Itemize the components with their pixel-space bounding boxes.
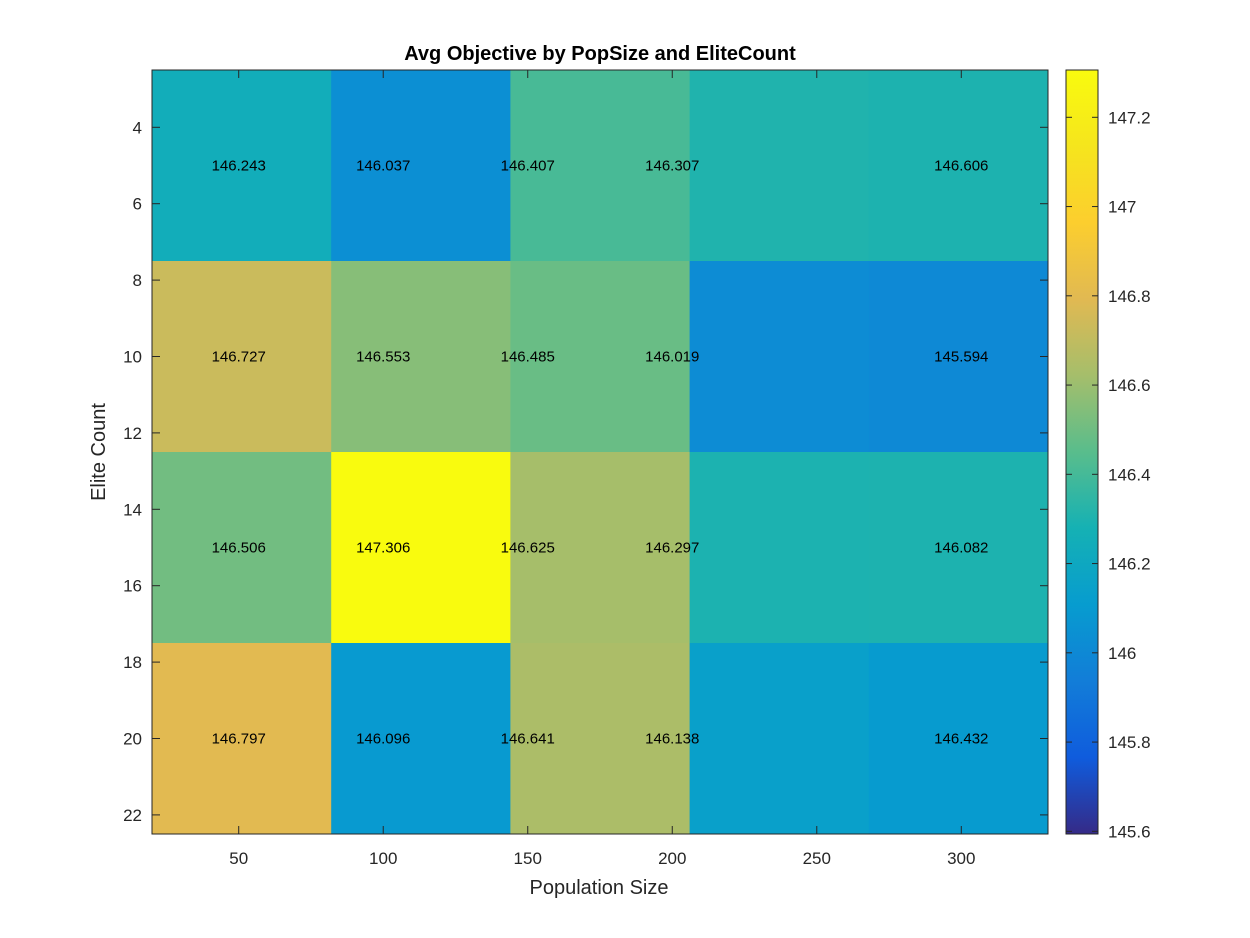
cell-value-label: 146.432 [934,731,988,748]
cell-value-label: 145.594 [934,349,988,366]
y-tick-label: 14 [123,500,142,519]
colorbar: 145.6 145.8 146 146.2 146.4 146.6 146.8 147 147.… [1065,69,1151,841]
cell-value-label: 146.096 [356,731,410,748]
heatmap-cells [152,70,1049,835]
x-axis-label: Population Size [530,877,669,899]
cell-value-label: 146.037 [356,158,410,175]
heatmap-cell [152,452,332,644]
heatmap-cell [689,70,870,262]
y-tick-label: 22 [123,806,142,825]
colorbar-frame [1065,69,1099,835]
y-tick-label: 16 [123,577,142,596]
y-tick-label: 10 [123,348,142,367]
colorbar-tick-label: 146.6 [1108,376,1151,395]
plot-frame [151,69,1049,835]
heatmap-cell [689,643,870,835]
heatmap-cell [152,70,332,262]
heatmap-cell [331,643,511,835]
y-axis-label: Elite Count [88,403,110,501]
x-axis-ticks: 50 100 150 200 250 300 [229,70,975,868]
heatmap-cell [868,643,1049,835]
cell-value-label: 146.641 [501,731,555,748]
colorbar-tick-label: 146.2 [1108,555,1151,574]
y-tick-label: 6 [133,195,142,214]
heatmap-cell [510,261,691,453]
cell-value-label: 146.307 [645,158,699,175]
x-tick-label: 300 [947,849,975,868]
cell-value-label: 146.407 [501,158,555,175]
cell-value-label: 146.082 [934,540,988,557]
chart-title: Avg Objective by PopSize and EliteCount [404,43,796,65]
heatmap-cell [510,452,691,644]
colorbar-tick-label: 146.8 [1108,287,1151,306]
y-axis-ticks: 4 6 8 10 12 14 16 18 20 22 [123,118,1048,825]
y-tick-label: 20 [123,730,142,749]
heatmap-cell [689,452,870,644]
colorbar-tick-label: 146.4 [1108,465,1151,484]
heatmap-cell [868,452,1049,644]
colorbar-tick-label: 147.2 [1108,108,1151,127]
colorbar-tick-label: 147 [1108,198,1136,217]
cell-value-label: 146.485 [501,349,555,366]
colorbar-gradient [1066,70,1098,834]
cell-value-label: 146.553 [356,349,410,366]
heatmap-cell-labels: 146.243 146.037 146.407 146.307 146.606 146.7… [212,158,989,748]
heatmap-cell [868,70,1049,262]
cell-value-label: 146.506 [212,540,266,557]
heatmap-cell [152,261,332,453]
cell-value-label: 146.606 [934,158,988,175]
plot-axes [151,69,1049,835]
y-tick-label: 12 [123,424,142,443]
cell-value-label: 146.625 [501,540,555,557]
cell-value-label: 146.727 [212,349,266,366]
heatmap-cell [868,261,1049,453]
colorbar-tick-label: 145.8 [1108,733,1151,752]
y-tick-label: 18 [123,653,142,672]
heatmap-cell [331,452,511,644]
colorbar-tick-label: 146 [1108,644,1136,663]
heatmap-cell [510,70,691,262]
cell-value-label: 147.306 [356,540,410,557]
x-tick-label: 250 [803,849,831,868]
cell-value-label: 146.243 [212,158,266,175]
x-tick-label: 150 [514,849,542,868]
x-tick-label: 50 [229,849,248,868]
heatmap-cell [331,70,511,262]
colorbar-tick-label: 145.6 [1108,822,1151,841]
heatmap-cell [689,261,870,453]
cell-value-label: 146.297 [645,540,699,557]
cell-value-label: 146.019 [645,349,699,366]
y-tick-label: 4 [133,118,142,137]
heatmap-cell [152,643,332,835]
x-tick-label: 100 [369,849,397,868]
cell-value-label: 146.138 [645,731,699,748]
x-tick-label: 200 [658,849,686,868]
cell-value-label: 146.797 [212,731,266,748]
y-tick-label: 8 [133,271,142,290]
heatmap-cell [331,261,511,453]
heatmap-cell [510,643,691,835]
